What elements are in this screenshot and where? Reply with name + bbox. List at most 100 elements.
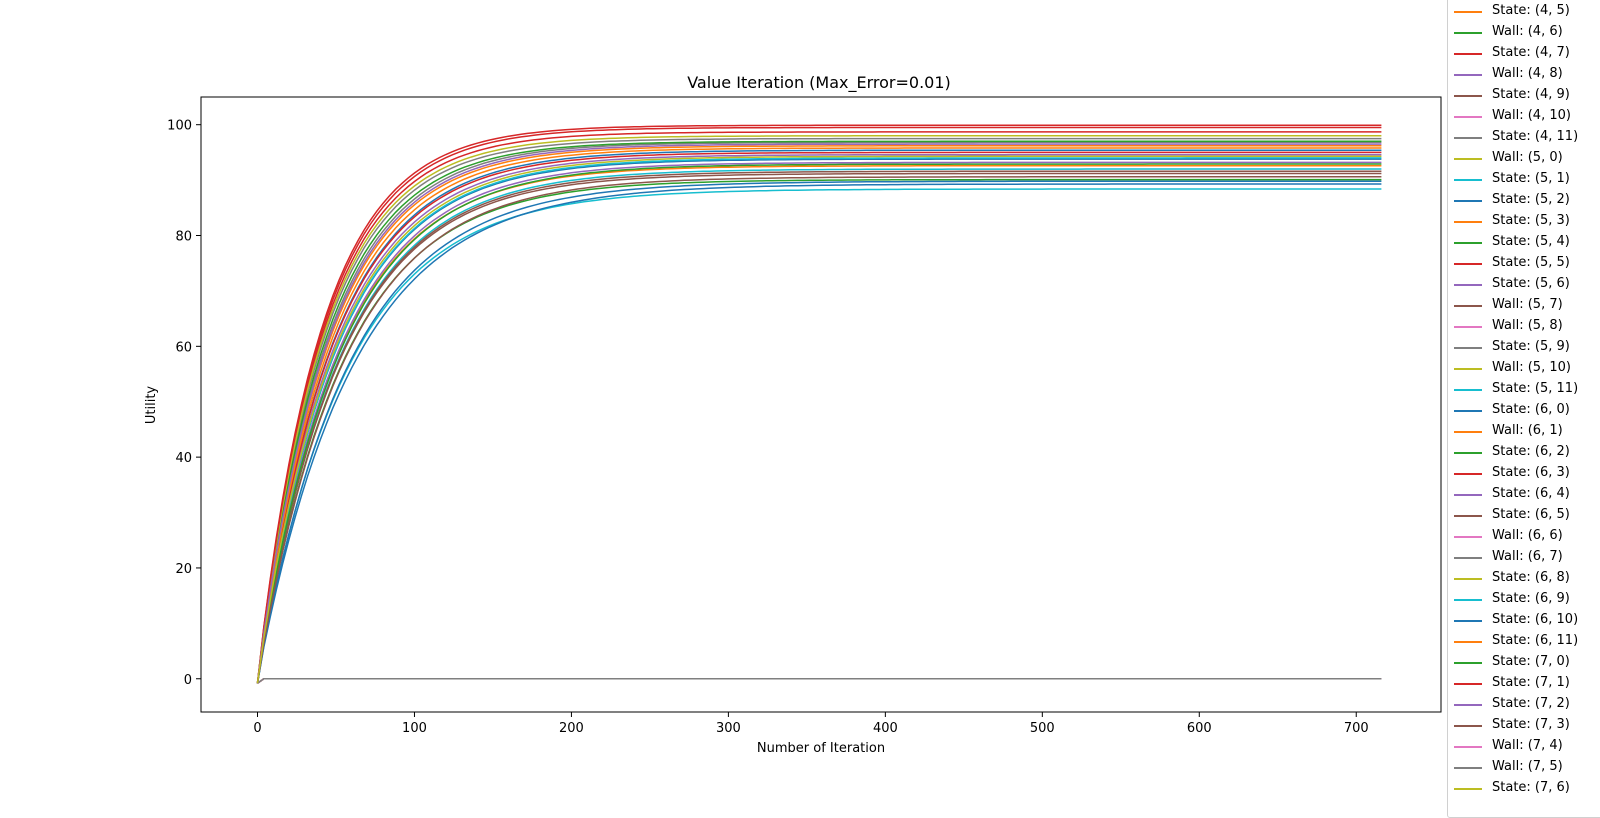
series-line — [256, 137, 1382, 684]
legend-swatch — [1454, 788, 1482, 790]
chart-figure: Value Iteration (Max_Error=0.01) 0 100 200… — [144, 73, 1442, 756]
series-line — [256, 126, 1382, 684]
series-line — [256, 135, 1382, 684]
legend-label: State: (4, 11) — [1492, 129, 1579, 144]
legend-item: State: (5, 6) — [1448, 275, 1600, 295]
legend-swatch — [1454, 11, 1482, 13]
legend-item: State: (6, 8) — [1448, 569, 1600, 589]
legend-swatch — [1454, 662, 1482, 664]
legend-label: State: (5, 1) — [1492, 171, 1570, 186]
legend-swatch — [1454, 683, 1482, 685]
legend-label: State: (5, 3) — [1492, 213, 1570, 228]
series-line — [257, 678, 1382, 684]
series-line — [256, 131, 1382, 684]
y-axis-label: Utility — [144, 386, 159, 425]
legend-item: State: (5, 2) — [1448, 191, 1600, 211]
legend-label: State: (7, 0) — [1492, 654, 1570, 669]
series-line — [256, 172, 1382, 684]
legend-item: Wall: (4, 6) — [1448, 23, 1600, 43]
series-line — [256, 153, 1382, 684]
legend-item: State: (4, 5) — [1448, 2, 1600, 22]
x-tick-label: 200 — [559, 721, 584, 736]
legend-label: State: (7, 2) — [1492, 696, 1570, 711]
legend-item: Wall: (5, 7) — [1448, 296, 1600, 316]
legend-label: State: (5, 5) — [1492, 255, 1570, 270]
legend-label: State: (6, 11) — [1492, 633, 1579, 648]
x-tick-label: 600 — [1187, 721, 1212, 736]
legend-swatch — [1454, 263, 1482, 265]
y-axis: 0 20 40 60 80 100 — [167, 119, 201, 688]
y-tick-label: 80 — [175, 230, 192, 245]
legend-item: State: (5, 1) — [1448, 170, 1600, 190]
chart-title: Value Iteration (Max_Error=0.01) — [687, 73, 951, 93]
x-tick-label: 0 — [253, 721, 261, 736]
legend-label: State: (6, 0) — [1492, 402, 1570, 417]
legend-label: Wall: (4, 6) — [1492, 24, 1563, 39]
legend-item: State: (4, 9) — [1448, 86, 1600, 106]
legend-item: Wall: (6, 6) — [1448, 527, 1600, 547]
legend-label: State: (4, 5) — [1492, 3, 1570, 18]
legend-item: State: (5, 4) — [1448, 233, 1600, 253]
series-line — [256, 170, 1382, 684]
legend-label: State: (6, 8) — [1492, 570, 1570, 585]
legend-item: Wall: (6, 1) — [1448, 422, 1600, 442]
legend-swatch — [1454, 347, 1482, 349]
legend-swatch — [1454, 389, 1482, 391]
legend-label: Wall: (7, 5) — [1492, 759, 1563, 774]
legend-swatch — [1454, 32, 1482, 34]
legend-item: Wall: (7, 4) — [1448, 737, 1600, 757]
legend-label: Wall: (5, 7) — [1492, 297, 1563, 312]
legend-swatch — [1454, 410, 1482, 412]
legend-label: State: (7, 6) — [1492, 780, 1570, 795]
legend-swatch — [1454, 326, 1482, 328]
legend-swatch — [1454, 74, 1482, 76]
legend-label: State: (6, 5) — [1492, 507, 1570, 522]
legend-label: Wall: (6, 6) — [1492, 528, 1563, 543]
legend-label: State: (6, 3) — [1492, 465, 1570, 480]
legend-label: State: (5, 9) — [1492, 339, 1570, 354]
legend-label: Wall: (5, 8) — [1492, 318, 1563, 333]
legend-swatch — [1454, 536, 1482, 538]
legend-item: Wall: (5, 10) — [1448, 359, 1600, 379]
legend-item: State: (5, 11) — [1448, 380, 1600, 400]
legend-item: Wall: (4, 10) — [1448, 107, 1600, 127]
x-tick-label: 700 — [1344, 721, 1369, 736]
legend-label: State: (7, 1) — [1492, 675, 1570, 690]
legend-item: State: (7, 0) — [1448, 653, 1600, 673]
legend-item: State: (7, 3) — [1448, 716, 1600, 736]
series-line — [256, 188, 1382, 684]
legend-item: State: (6, 3) — [1448, 464, 1600, 484]
legend-item: State: (7, 6) — [1448, 779, 1600, 799]
legend-item: Wall: (4, 8) — [1448, 65, 1600, 85]
legend-item: State: (5, 3) — [1448, 212, 1600, 232]
legend-item: State: (6, 5) — [1448, 506, 1600, 526]
legend-swatch — [1454, 473, 1482, 475]
legend-swatch — [1454, 221, 1482, 223]
legend-swatch — [1454, 515, 1482, 517]
x-tick-label: 500 — [1030, 721, 1055, 736]
series-line — [256, 178, 1382, 684]
legend-item: State: (6, 11) — [1448, 632, 1600, 652]
legend-swatch — [1454, 305, 1482, 307]
legend-swatch — [1454, 725, 1482, 727]
legend-swatch — [1454, 368, 1482, 370]
legend-label: State: (6, 2) — [1492, 444, 1570, 459]
legend-item: State: (6, 2) — [1448, 443, 1600, 463]
legend-label: Wall: (6, 1) — [1492, 423, 1563, 438]
x-axis-label: Number of Iteration — [757, 741, 885, 756]
legend-swatch — [1454, 116, 1482, 118]
series-line — [256, 143, 1382, 684]
y-tick-label: 100 — [167, 119, 192, 134]
legend-swatch — [1454, 620, 1482, 622]
legend-label: State: (4, 9) — [1492, 87, 1570, 102]
legend-swatch — [1454, 494, 1482, 496]
legend-item: Wall: (7, 5) — [1448, 758, 1600, 778]
series-line — [256, 176, 1382, 684]
legend-label: State: (6, 10) — [1492, 612, 1579, 627]
series-line — [256, 158, 1382, 684]
legend-swatch — [1454, 137, 1482, 139]
legend-label: Wall: (5, 0) — [1492, 150, 1563, 165]
legend-label: State: (6, 9) — [1492, 591, 1570, 606]
y-tick-label: 60 — [175, 340, 192, 355]
y-tick-label: 40 — [175, 451, 192, 466]
